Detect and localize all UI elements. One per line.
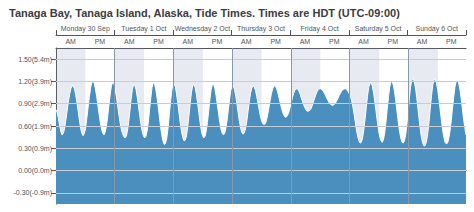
svg-text:0.00(0.0m): 0.00(0.0m): [18, 167, 52, 175]
svg-text:-0.30(-0.9m): -0.30(-0.9m): [13, 189, 52, 197]
svg-text:AM: AM: [300, 38, 311, 45]
svg-text:1.50(5.4m): 1.50(5.4m): [18, 56, 52, 64]
svg-text:PM: PM: [270, 38, 281, 45]
svg-text:0.60(1.9m): 0.60(1.9m): [18, 123, 52, 131]
svg-text:1.20(3.9m): 1.20(3.9m): [18, 78, 52, 86]
svg-text:PM: PM: [95, 38, 106, 45]
svg-text:AM: AM: [124, 38, 135, 45]
svg-text:AM: AM: [65, 38, 76, 45]
svg-text:Saturday 5 Oct: Saturday 5 Oct: [355, 25, 402, 33]
svg-text:AM: AM: [241, 38, 252, 45]
svg-text:AM: AM: [183, 38, 194, 45]
svg-text:Friday 4 Oct: Friday 4 Oct: [301, 25, 339, 33]
svg-text:AM: AM: [358, 38, 369, 45]
svg-text:Tanaga Bay, Tanaga Island, Ala: Tanaga Bay, Tanaga Island, Alaska, Tide …: [9, 7, 400, 19]
svg-text:0.90(2.9m): 0.90(2.9m): [18, 100, 52, 108]
svg-text:AM: AM: [417, 38, 428, 45]
svg-text:PM: PM: [212, 38, 223, 45]
svg-text:Wednesday 2 Oct: Wednesday 2 Oct: [175, 25, 231, 33]
svg-text:Sunday 6 Oct: Sunday 6 Oct: [416, 25, 458, 33]
svg-text:PM: PM: [446, 38, 457, 45]
svg-text:Monday 30 Sep: Monday 30 Sep: [61, 25, 110, 33]
svg-text:PM: PM: [329, 38, 340, 45]
svg-text:PM: PM: [388, 38, 399, 45]
svg-text:Tuesday 1 Oct: Tuesday 1 Oct: [121, 25, 166, 33]
svg-text:Thursday 3 Oct: Thursday 3 Oct: [237, 25, 285, 33]
svg-text:PM: PM: [153, 38, 164, 45]
svg-text:0.30(0.9m): 0.30(0.9m): [18, 145, 52, 153]
